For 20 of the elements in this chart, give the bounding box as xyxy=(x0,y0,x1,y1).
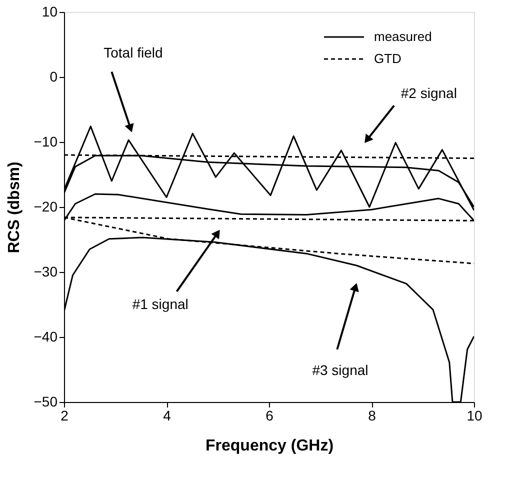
annotation: Total field xyxy=(104,44,163,61)
annotation: #1 signal xyxy=(132,296,188,312)
x-tick-label: 10 xyxy=(466,408,482,424)
annotation: #3 signal xyxy=(312,362,368,378)
y-tick-label: −40 xyxy=(34,328,58,344)
x-tick-label: 6 xyxy=(266,408,274,424)
y-tick-label: −10 xyxy=(34,134,58,150)
x-axis-title: Frequency (GHz) xyxy=(205,438,334,454)
y-tick-label: 0 xyxy=(50,68,58,84)
annotation: #2 signal xyxy=(400,84,457,101)
x-tick-label: 2 xyxy=(60,408,69,424)
x-tick-label: 4 xyxy=(163,408,172,424)
y-tick-label: −50 xyxy=(34,394,58,410)
x-tick-label: 8 xyxy=(368,408,376,424)
y-axis-title: RCS (dbsm) xyxy=(6,162,23,254)
y-tick-label: −20 xyxy=(34,198,58,214)
y-tick-label: 10 xyxy=(42,4,58,20)
legend-label: GTD xyxy=(374,51,402,66)
y-tick-label: −30 xyxy=(34,264,58,280)
legend-label: measured xyxy=(374,29,432,44)
